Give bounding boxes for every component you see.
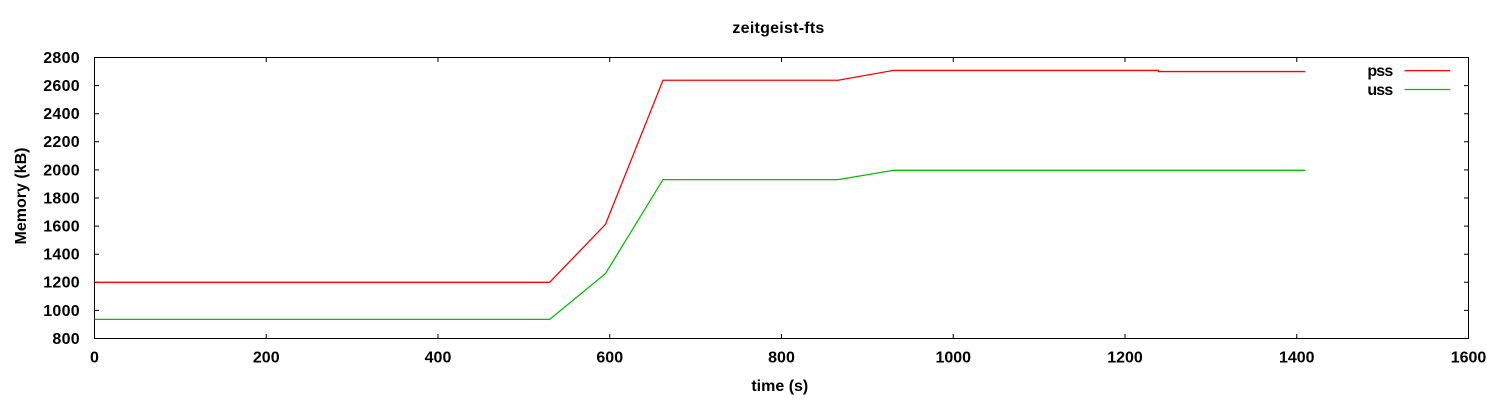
svg-text:800: 800 bbox=[52, 331, 80, 348]
svg-text:2600: 2600 bbox=[43, 78, 80, 95]
svg-text:uss: uss bbox=[1367, 82, 1393, 99]
svg-text:0: 0 bbox=[90, 350, 99, 367]
svg-text:1000: 1000 bbox=[43, 303, 80, 320]
svg-text:1000: 1000 bbox=[935, 350, 971, 367]
svg-text:400: 400 bbox=[425, 350, 452, 367]
svg-text:pss: pss bbox=[1367, 63, 1393, 80]
svg-text:zeitgeist-fts: zeitgeist-fts bbox=[732, 20, 824, 37]
svg-text:1800: 1800 bbox=[43, 190, 80, 207]
svg-text:2400: 2400 bbox=[43, 106, 80, 123]
svg-text:600: 600 bbox=[596, 350, 623, 367]
svg-text:2000: 2000 bbox=[43, 162, 80, 179]
svg-text:200: 200 bbox=[253, 350, 280, 367]
svg-text:2800: 2800 bbox=[43, 50, 80, 67]
svg-text:1200: 1200 bbox=[43, 275, 80, 292]
svg-text:Memory (kB): Memory (kB) bbox=[13, 148, 30, 245]
svg-text:1200: 1200 bbox=[1107, 350, 1143, 367]
svg-text:time (s): time (s) bbox=[751, 378, 808, 395]
svg-text:1600: 1600 bbox=[43, 218, 80, 235]
svg-text:800: 800 bbox=[768, 350, 795, 367]
svg-text:1400: 1400 bbox=[43, 247, 80, 264]
svg-text:1400: 1400 bbox=[1279, 350, 1315, 367]
svg-text:2200: 2200 bbox=[43, 134, 80, 151]
svg-text:1600: 1600 bbox=[1451, 350, 1487, 367]
